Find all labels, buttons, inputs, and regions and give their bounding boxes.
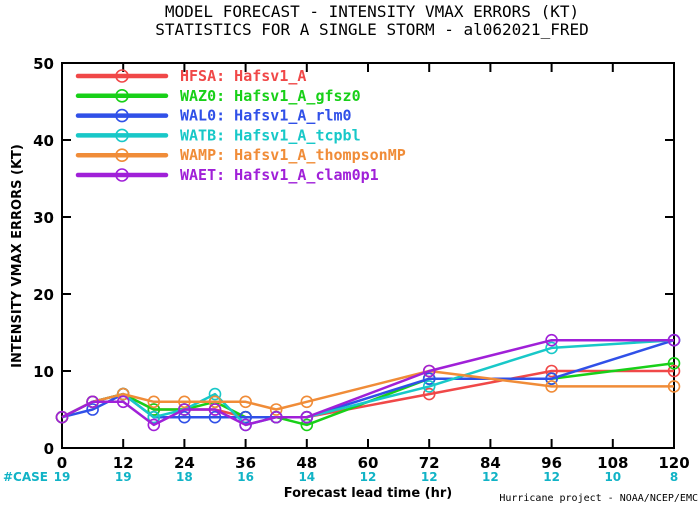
case-count: 14: [298, 470, 315, 484]
legend-label: HFSA: Hafsv1_A: [180, 67, 306, 85]
x-tick-label: 120: [658, 454, 689, 472]
legend-label: WATB: Hafsv1_A_tcpbl: [180, 126, 361, 144]
x-tick-label: 108: [597, 454, 628, 472]
case-count: 10: [604, 470, 621, 484]
data-point: [269, 403, 283, 416]
case-counts: 19 19 18 16 14 12 12 12 12 10 8: [54, 470, 679, 484]
legend-label: WAMP: Hafsv1_A_thompsonMP: [180, 146, 406, 164]
y-tick-label: 20: [33, 286, 54, 304]
legend-label: WAET: Hafsv1_A_clam0p1: [180, 166, 379, 184]
case-count: 12: [360, 470, 377, 484]
x-tick-label: 84: [480, 454, 501, 472]
legend-marker: [115, 89, 129, 103]
legend-label: WAL0: Hafsv1_A_rlm0: [180, 107, 352, 125]
case-count: 12: [482, 470, 499, 484]
y-axis-label: INTENSITY VMAX ERRORS (KT): [10, 144, 25, 368]
data-point: [667, 380, 681, 393]
case-count: 16: [237, 470, 254, 484]
data-point: [545, 341, 558, 355]
x-tick-label: 96: [541, 454, 562, 472]
chart-title: MODEL FORECAST - INTENSITY VMAX ERRORS (…: [165, 2, 579, 21]
data-point: [147, 418, 161, 432]
case-count: 19: [54, 470, 71, 484]
data-point: [269, 410, 283, 424]
data-point: [86, 403, 99, 416]
data-point: [55, 410, 69, 424]
case-count: 12: [421, 470, 438, 484]
data-point: [545, 333, 558, 347]
axis-ticks: 0 12 24 36 48 60 72 84 96 108 120 0 10 20 30 40 50: [33, 55, 690, 472]
case-count: 19: [115, 470, 132, 484]
credit-text: Hurricane project - NOAA/NCEP/EMC: [499, 493, 698, 504]
legend-label: WAZ0: Hafsv1_A_gfsz0: [180, 87, 361, 105]
legend-marker: [115, 108, 129, 123]
data-point: [422, 380, 436, 393]
x-tick-label: 36: [235, 454, 256, 472]
x-tick-label: 72: [419, 454, 440, 472]
data-point: [147, 403, 161, 416]
x-tick-label: 0: [57, 454, 67, 472]
data-point: [116, 387, 130, 401]
data-point: [545, 372, 558, 386]
plot-frame: [61, 62, 675, 449]
data-point: [300, 395, 314, 409]
case-label: #CASE: [3, 470, 48, 484]
y-tick-label: 10: [33, 363, 54, 381]
legend-marker: [115, 148, 129, 162]
data-point: [86, 395, 99, 409]
data-point: [239, 418, 252, 432]
y-tick-label: 0: [44, 440, 54, 458]
legend-marker: [115, 128, 129, 143]
data-point: [208, 403, 222, 416]
data-point: [178, 403, 191, 416]
legend-marker: [115, 69, 129, 83]
data-point: [178, 410, 191, 424]
data-point: [147, 395, 161, 409]
case-count: 12: [543, 470, 560, 484]
case-count: 18: [176, 470, 193, 484]
x-tick-label: 48: [296, 454, 317, 472]
data-point: [422, 364, 436, 378]
legend: HFSA: Hafsv1_A WAZ0: Hafsv1_A_gfsz0 WAL0: …: [75, 67, 406, 184]
data-point: [667, 333, 681, 347]
x-tick-label: 60: [358, 454, 379, 472]
data-point: [667, 356, 681, 370]
data-point: [147, 410, 161, 424]
case-count: 8: [670, 470, 678, 484]
data-point: [208, 410, 222, 424]
data-point: [239, 395, 252, 409]
x-axis-label: Forecast lead time (hr): [284, 486, 452, 501]
series-group: [55, 333, 681, 432]
data-point: [545, 364, 558, 378]
data-point: [300, 418, 314, 432]
data-point: [300, 410, 314, 424]
data-point: [116, 395, 130, 409]
data-point: [422, 387, 436, 401]
y-tick-label: 40: [33, 132, 54, 150]
y-tick-label: 30: [33, 209, 54, 227]
data-point: [178, 395, 191, 409]
y-tick-label: 50: [33, 55, 54, 73]
x-tick-label: 24: [174, 454, 195, 472]
data-point: [545, 380, 558, 393]
data-point: [239, 410, 252, 424]
data-point: [667, 364, 681, 378]
data-point: [208, 387, 222, 401]
x-tick-label: 12: [113, 454, 134, 472]
chart-subtitle: STATISTICS FOR A SINGLE STORM - al062021…: [155, 20, 588, 39]
data-point: [422, 372, 436, 386]
data-point: [208, 395, 222, 409]
legend-marker: [115, 168, 129, 182]
